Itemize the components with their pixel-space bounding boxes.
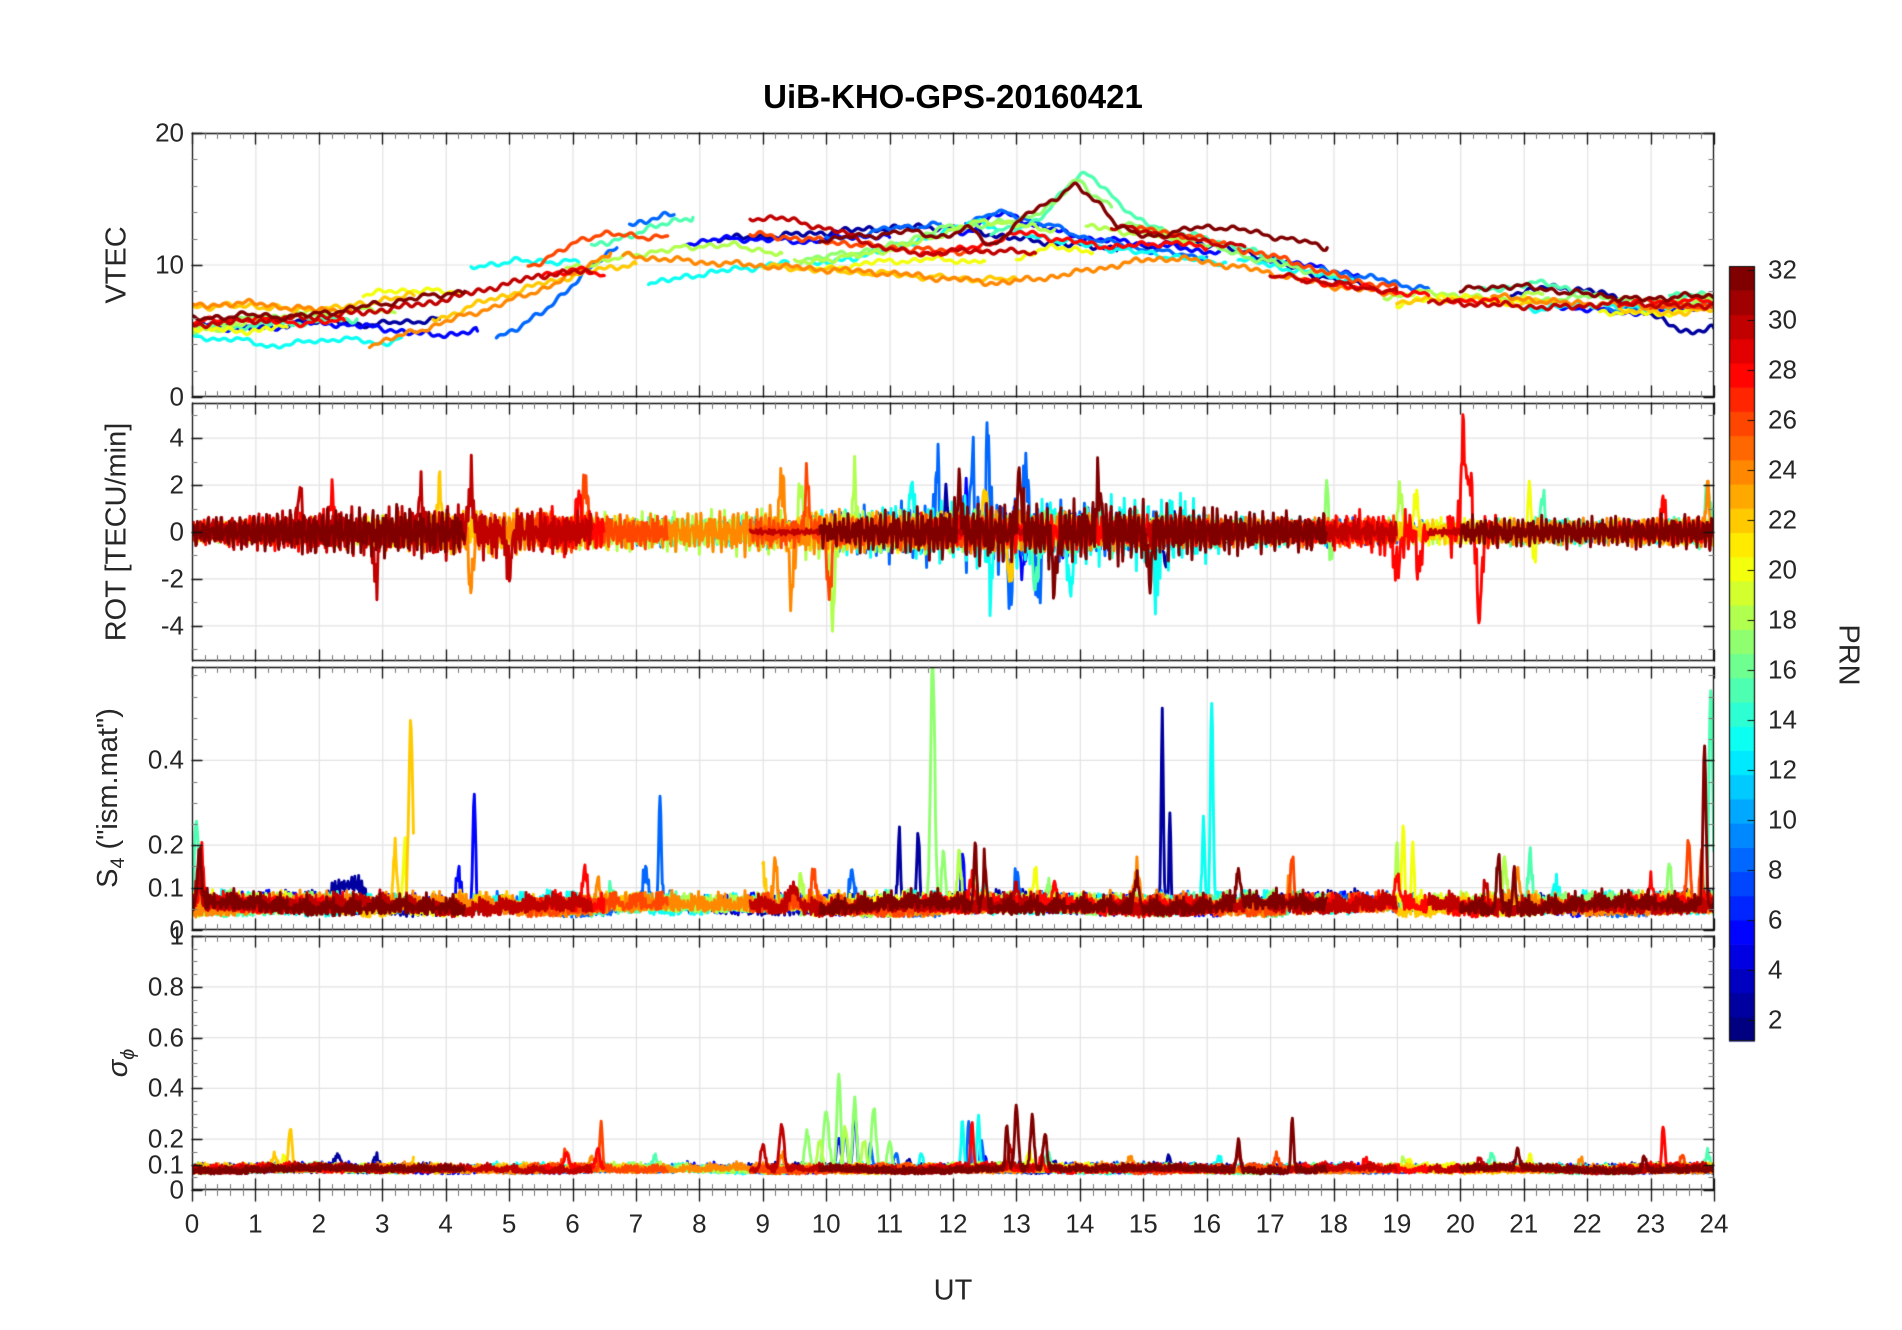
x-tick-label: 10: [811, 1208, 841, 1239]
x-tick-label: 3: [375, 1208, 390, 1239]
x-tick-label: 2: [311, 1208, 327, 1239]
y-tick-label-sigma_phi: 0.1: [147, 1149, 184, 1180]
x-tick-label: 23: [1636, 1208, 1666, 1239]
x-tick-label: 19: [1382, 1208, 1412, 1239]
x-tick-label: 9: [755, 1208, 770, 1239]
colorbar-tick-label: 18: [1768, 604, 1797, 635]
y-tick-label-rot: -4: [160, 610, 184, 641]
x-tick-label: 16: [1192, 1208, 1222, 1239]
x-tick-label: 22: [1572, 1208, 1602, 1239]
sigma-phi-axis-label: σϕ: [102, 1048, 139, 1078]
x-tick-label: 12: [938, 1208, 968, 1239]
x-tick-label: 15: [1128, 1208, 1158, 1239]
colorbar-tick-label: 28: [1768, 354, 1797, 385]
s4-axis-label: S4 ("ism.mat"): [92, 708, 129, 888]
vtec-axis-label: VTEC: [100, 226, 133, 304]
y-tick-label-vtec: 20: [155, 117, 184, 148]
rot-axis-label: ROT [TECU/min]: [100, 422, 133, 642]
y-tick-label-vtec: 10: [155, 249, 184, 280]
colorbar-tick-label: 4: [1768, 954, 1783, 985]
x-tick-label: 17: [1255, 1208, 1285, 1239]
x-tick-label: 0: [184, 1208, 200, 1239]
x-tick-label: 1: [248, 1208, 263, 1239]
y-tick-label-s4: 0: [169, 914, 184, 945]
colorbar-tick-label: 24: [1768, 454, 1797, 485]
x-tick-label: 20: [1445, 1208, 1475, 1239]
x-tick-label: 11: [876, 1208, 904, 1239]
y-tick-label-sigma_phi: 0.6: [147, 1022, 184, 1053]
x-tick-label: 13: [1001, 1208, 1031, 1239]
colorbar-tick-label: 6: [1768, 904, 1783, 935]
y-tick-label-sigma_phi: 0.4: [147, 1072, 184, 1103]
colorbar-tick-label: 26: [1768, 404, 1797, 435]
y-tick-label-rot: 2: [169, 469, 184, 500]
y-tick-label-rot: 4: [169, 422, 184, 453]
x-tick-label: 6: [565, 1208, 580, 1239]
y-tick-label-sigma_phi: 0: [169, 1174, 184, 1205]
colorbar-tick-label: 30: [1768, 304, 1797, 335]
y-tick-label-sigma_phi: 0.8: [147, 971, 184, 1002]
y-tick-label-rot: -2: [160, 563, 184, 594]
y-tick-label-rot: 0: [169, 516, 184, 547]
x-axis-label: UT: [933, 1274, 973, 1307]
y-tick-label-s4: 0.2: [147, 829, 184, 860]
colorbar-tick-label: 20: [1768, 554, 1797, 585]
y-tick-label-sigma_phi: 0.2: [147, 1123, 184, 1154]
colorbar-tick-label: 22: [1768, 504, 1797, 535]
y-tick-label-sigma_phi: 1: [169, 920, 184, 951]
colorbar-tick-label: 8: [1768, 854, 1783, 885]
x-tick-label: 14: [1065, 1208, 1095, 1239]
colorbar-tick-label: 32: [1768, 254, 1797, 285]
x-tick-label: 5: [501, 1208, 517, 1239]
x-tick-label: 8: [692, 1208, 707, 1239]
x-tick-label: 18: [1319, 1208, 1348, 1239]
x-tick-label: 4: [438, 1208, 453, 1239]
x-tick-label: 21: [1509, 1208, 1539, 1239]
colorbar-tick-label: 10: [1768, 804, 1797, 835]
y-tick-label-s4: 0.1: [147, 872, 184, 903]
colorbar-tick-label: 14: [1768, 704, 1797, 735]
x-tick-label: 7: [628, 1208, 644, 1239]
y-tick-label-s4: 0.4: [147, 744, 184, 775]
colorbar-tick-label: 16: [1768, 654, 1797, 685]
colorbar-label: PRN: [1832, 624, 1865, 686]
y-tick-label-vtec: 0: [169, 381, 184, 412]
colorbar-tick-label: 2: [1768, 1004, 1783, 1035]
colorbar-tick-label: 12: [1768, 754, 1797, 785]
x-tick-label: 24: [1699, 1208, 1729, 1239]
chart-title: UiB-KHO-GPS-20160421: [763, 78, 1143, 115]
